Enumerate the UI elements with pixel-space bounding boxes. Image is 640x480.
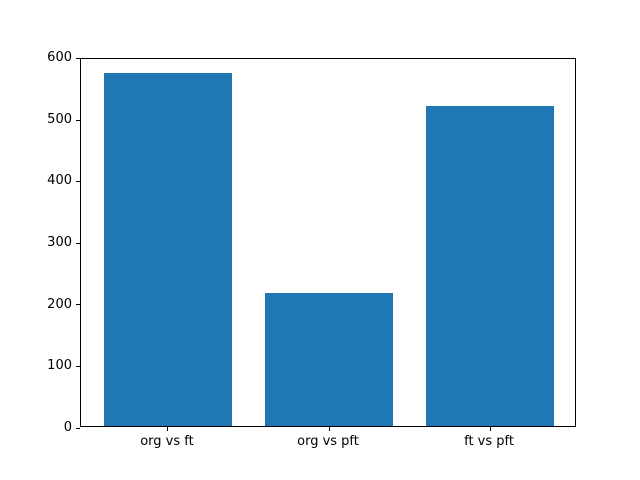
y-tick-mark: [76, 427, 80, 429]
bar-org-vs-pft: [264, 293, 394, 427]
plot-area: [76, 57, 576, 432]
y-tick-mark: [76, 304, 80, 306]
y-tick-mark: [76, 119, 80, 121]
y-tick-mark: [76, 366, 80, 368]
y-tick-label: 400: [47, 173, 72, 189]
y-tick-mark: [76, 181, 80, 183]
y-tick-label: 300: [47, 234, 72, 250]
x-tick-label: org vs pft: [297, 434, 359, 450]
x-tick-mark: [167, 427, 169, 432]
y-tick-label: 200: [47, 296, 72, 312]
x-tick-mark: [328, 427, 330, 432]
x-tick-label: org vs ft: [140, 434, 194, 450]
y-tick-label: 0: [63, 419, 72, 435]
x-tick-mark: [489, 427, 491, 432]
y-tick-label: 500: [47, 111, 72, 127]
y-tick-label: 100: [47, 358, 72, 374]
bar-org-vs-ft: [103, 72, 233, 427]
bar-ft-vs-pft: [425, 105, 555, 427]
x-tick-label: ft vs pft: [464, 434, 514, 450]
y-tick-label: 600: [47, 50, 72, 66]
y-tick-mark: [76, 242, 80, 244]
y-tick-mark: [76, 58, 80, 60]
